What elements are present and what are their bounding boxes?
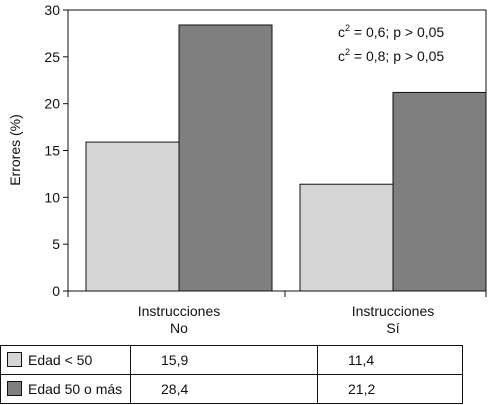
- chi-square-annotation-1: c2 = 0,6; p > 0,05: [338, 20, 444, 40]
- x-tick-label-line2: Sí: [386, 320, 399, 336]
- bar: [392, 91, 487, 292]
- bars: [85, 24, 487, 292]
- legend-cell: Edad 50 o más: [0, 374, 131, 404]
- y-tick-label: 25: [44, 49, 60, 65]
- table-cell: 11,4: [317, 345, 463, 375]
- table-cell: 15,9: [130, 345, 318, 375]
- y-axis-label: Errores (%): [7, 114, 23, 186]
- legend-label: Edad < 50: [28, 352, 93, 368]
- x-tick-label-line1: Instrucciones: [352, 303, 434, 319]
- y-tick-label: 30: [44, 2, 60, 18]
- x-tick-label-line2: No: [170, 320, 188, 336]
- chi-superscript: 2: [345, 47, 351, 57]
- legend-cell: Edad < 50: [0, 345, 131, 375]
- table-cell: 21,2: [317, 374, 463, 404]
- chi-square-annotation-2: c2 = 0,8; p > 0,05: [338, 44, 444, 64]
- y-axis: 0 5 10 15 20 25 30: [44, 2, 68, 299]
- chi-text: = 0,6; p > 0,05: [350, 24, 445, 40]
- legend-swatch-50-plus: [7, 381, 22, 396]
- y-tick-label: 20: [44, 96, 60, 112]
- legend-label: Edad 50 o más: [28, 381, 123, 397]
- table-row: Edad 50 o más 28,4 21,2: [0, 374, 463, 404]
- y-tick-label: 10: [44, 189, 60, 205]
- table-cell: 28,4: [130, 374, 318, 404]
- bar: [299, 183, 394, 292]
- chi-symbol: c: [338, 48, 345, 64]
- legend-swatch-under-50: [7, 352, 22, 367]
- x-tick-label-line1: Instrucciones: [138, 303, 220, 319]
- y-tick-label: 0: [52, 283, 60, 299]
- bar: [178, 24, 273, 292]
- chi-symbol: c: [338, 24, 345, 40]
- chi-text: = 0,8; p > 0,05: [350, 48, 445, 64]
- table-row: Edad < 50 15,9 11,4: [0, 345, 463, 375]
- y-tick-label: 15: [44, 143, 60, 159]
- y-tick-label: 5: [52, 236, 60, 252]
- bar: [85, 141, 180, 292]
- data-table: Edad < 50 15,9 11,4 Edad 50 o más 28,4 2…: [0, 345, 463, 404]
- chi-superscript: 2: [345, 23, 351, 33]
